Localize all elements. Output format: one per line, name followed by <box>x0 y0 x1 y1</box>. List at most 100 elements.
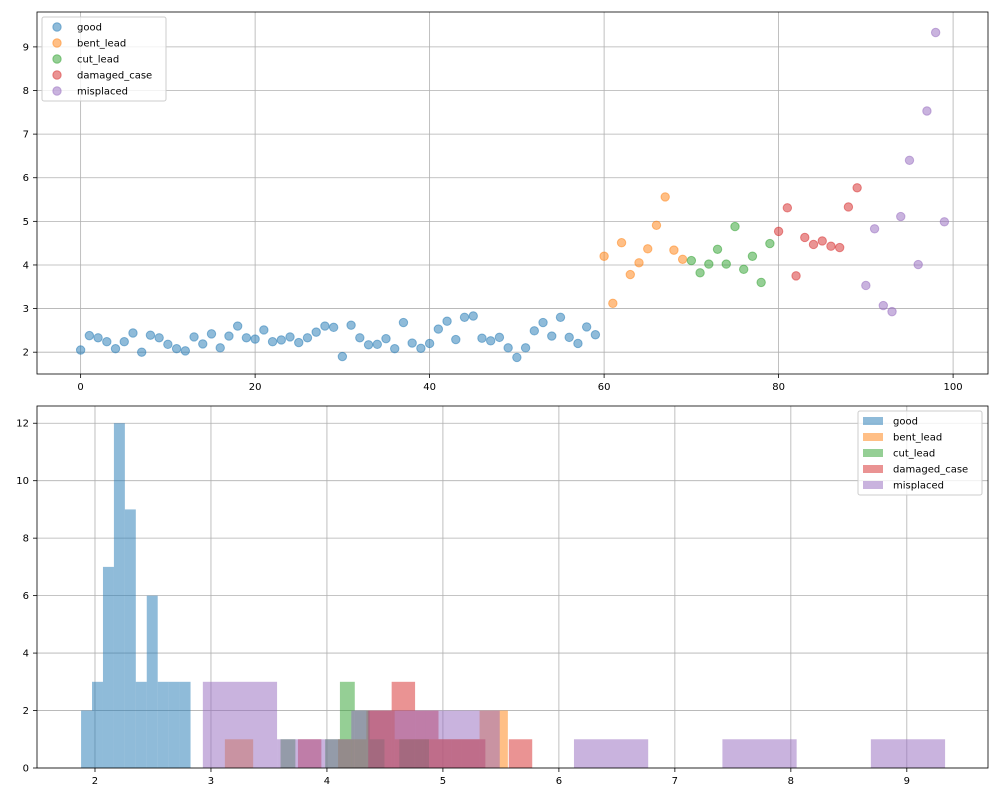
x-tick-label: 20 <box>249 382 262 393</box>
y-tick-label: 2 <box>23 706 29 717</box>
hist-bar-good <box>157 681 169 768</box>
legend-label-cut_lead: cut_lead <box>893 449 935 460</box>
legend-swatch-damaged_case <box>863 465 883 473</box>
legend-swatch-misplaced <box>863 481 883 489</box>
scatter-point-good <box>241 333 252 343</box>
scatter-point-good <box>163 339 173 350</box>
scatter-point-good <box>328 322 339 333</box>
hist-bar-good <box>168 681 180 768</box>
scatter-point-damaged_case <box>773 226 784 237</box>
hist-bar-good <box>102 566 114 768</box>
scatter-point-damaged_case <box>791 271 801 281</box>
scatter-point-bent_lead <box>651 220 662 230</box>
scatter-point-good <box>494 332 505 343</box>
y-tick-label: 4 <box>23 649 29 660</box>
scatter-point-bent_lead <box>634 258 644 268</box>
scatter-point-good <box>302 333 313 343</box>
y-tick-label: 2 <box>23 348 29 359</box>
scatter-point-cut_lead <box>747 251 758 261</box>
scatter-point-cut_lead <box>721 259 731 269</box>
scatter-point-good <box>232 321 243 331</box>
legend-marker-good <box>52 22 62 32</box>
scatter-point-good <box>320 321 330 331</box>
scatter-point-good <box>398 317 409 328</box>
scatter-point-good <box>337 351 348 362</box>
scatter-point-misplaced <box>930 27 941 38</box>
scatter-point-good <box>259 325 269 335</box>
hist-bar-misplaced <box>202 681 278 768</box>
legend-label-good: good <box>893 417 918 428</box>
scatter-point-good <box>555 312 566 323</box>
x-tick-label: 5 <box>440 776 446 787</box>
scatter-point-cut_lead <box>712 244 723 254</box>
legend-swatch-cut_lead <box>863 449 883 457</box>
y-tick-label: 12 <box>16 419 29 430</box>
x-tick-label: 3 <box>208 776 214 787</box>
hist-bar-misplaced <box>351 710 426 768</box>
scatter-point-good <box>381 333 391 344</box>
hist-bar-misplaced <box>870 739 946 768</box>
scatter-point-misplaced <box>887 306 897 317</box>
legend-label-misplaced: misplaced <box>893 481 944 492</box>
x-tick-label: 4 <box>324 776 330 787</box>
scatter-point-good <box>416 343 426 353</box>
scatter-point-damaged_case <box>782 203 793 213</box>
scatter-point-misplaced <box>922 106 932 116</box>
scatter-point-good <box>285 332 295 342</box>
x-tick-label: 100 <box>944 382 963 393</box>
scatter-point-good <box>224 331 234 341</box>
scatter-point-good <box>468 311 478 321</box>
y-tick-label: 6 <box>23 173 29 184</box>
histogram-panel: 2 3 4 5 6 7 8 9 0 2 4 6 8 10 12 good bent_lead cut_leadda… <box>16 405 989 787</box>
scatter-point-cut_lead <box>686 255 697 266</box>
scatter-point-bent_lead <box>660 192 670 202</box>
scatter-point-good <box>477 333 487 343</box>
scatter-point-bent_lead <box>677 254 688 264</box>
scatter-point-good <box>84 330 95 341</box>
y-tick-label: 0 <box>23 764 29 775</box>
x-tick-label: 40 <box>423 382 436 393</box>
legend-marker-bent_lead <box>52 38 62 48</box>
scatter-point-good <box>311 327 321 337</box>
hist-bar-misplaced <box>573 739 649 768</box>
hist-bar-good <box>113 423 125 768</box>
scatter-point-misplaced <box>939 217 950 227</box>
scatter-panel: 0 20 40 60 80 100 2 3 4 5 6 7 8 9 good bent_lead cut_lea… <box>23 11 989 393</box>
scatter-point-bent_lead <box>608 298 618 309</box>
scatter-point-cut_lead <box>756 277 766 288</box>
legend-label-bent_lead: bent_lead <box>893 433 942 444</box>
scatter-point-good <box>485 336 496 346</box>
scatter-point-good <box>119 337 129 347</box>
scatter-point-good <box>529 326 540 336</box>
scatter-point-misplaced <box>904 155 915 165</box>
scatter-point-good <box>206 329 217 339</box>
scatter-point-good <box>102 337 112 347</box>
scatter-point-good <box>547 331 557 341</box>
y-tick-label: 8 <box>23 534 29 545</box>
scatter-point-misplaced <box>869 224 880 234</box>
legend-label-damaged_case: damaged_case <box>893 465 968 476</box>
hist-bar-good <box>146 595 158 768</box>
scatter-point-bent_lead <box>643 244 653 254</box>
legend-swatch-good <box>863 417 883 425</box>
hist-bar-good <box>135 681 147 768</box>
scatter-point-good <box>198 339 208 349</box>
scatter-point-misplaced <box>861 280 871 291</box>
scatter-point-good <box>451 334 461 345</box>
scatter-point-damaged_case <box>834 242 845 253</box>
legend-label-damaged_case: damaged_case <box>77 71 152 82</box>
hist-bar-misplaced <box>425 710 500 768</box>
y-tick-label: 9 <box>23 42 29 53</box>
y-tick-label: 8 <box>23 86 29 97</box>
scatter-point-good <box>590 330 601 340</box>
scatter-point-good <box>372 339 382 350</box>
scatter-point-good <box>75 345 86 355</box>
scatter-point-good <box>93 333 103 343</box>
scatter-point-damaged_case <box>817 236 827 246</box>
y-tick-label: 5 <box>23 217 29 228</box>
scatter-point-damaged_case <box>800 232 810 243</box>
scatter-point-good <box>512 352 522 363</box>
scatter-point-good <box>581 322 592 332</box>
